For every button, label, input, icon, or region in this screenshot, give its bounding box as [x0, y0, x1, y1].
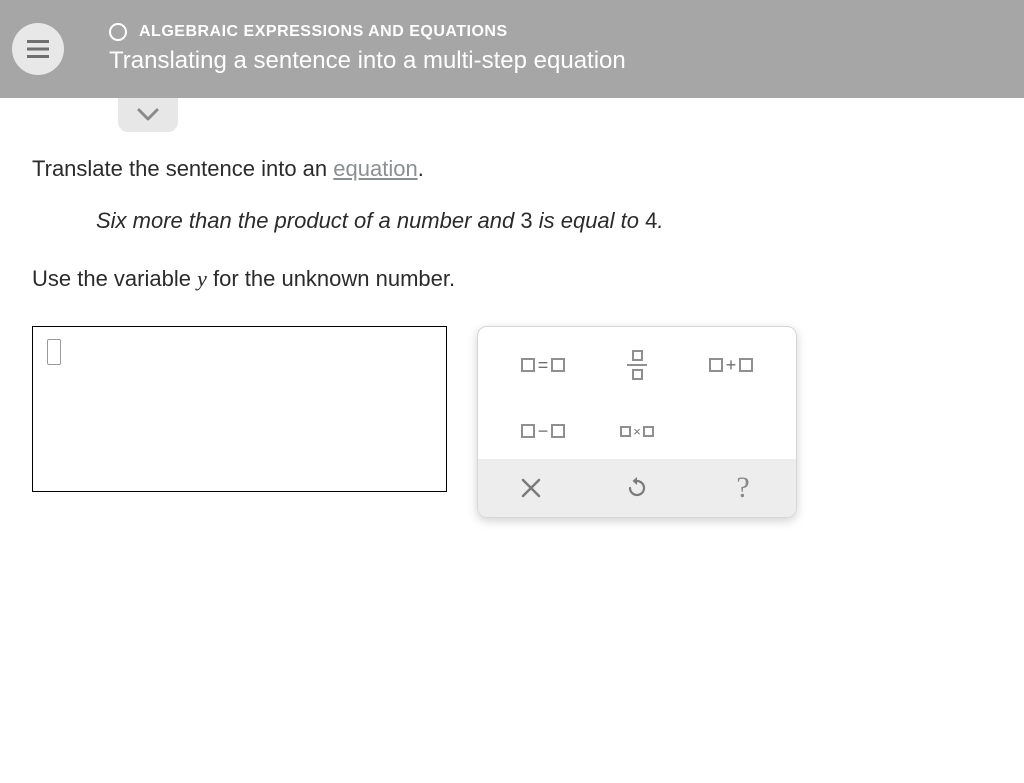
menu-button[interactable] [12, 23, 64, 75]
sentence-p1: Six more than the product of a number an… [96, 208, 520, 233]
sentence-p3: . [657, 208, 663, 233]
variable-line: Use the variable y for the unknown numbe… [32, 266, 992, 292]
category-label: ALGEBRAIC EXPRESSIONS AND EQUATIONS [139, 23, 508, 41]
undo-icon [625, 476, 649, 500]
sentence-p2: is equal to [533, 208, 646, 233]
palette-times-button[interactable]: × [597, 411, 677, 451]
chevron-down-icon [137, 108, 159, 122]
equals-op: = [538, 355, 549, 376]
palette-plus-button[interactable]: + [691, 345, 771, 385]
palette-help-button[interactable]: ? [703, 468, 783, 508]
close-icon [519, 476, 543, 500]
hamburger-icon [27, 40, 49, 58]
instruction-prefix: Translate the sentence into an [32, 156, 333, 181]
palette-undo-button[interactable] [597, 468, 677, 508]
instruction-suffix: . [418, 156, 424, 181]
answer-input[interactable] [32, 326, 447, 492]
equation-link[interactable]: equation [333, 156, 417, 181]
instruction-line: Translate the sentence into an equation. [32, 156, 992, 182]
palette-fraction-button[interactable] [597, 345, 677, 385]
sentence-line: Six more than the product of a number an… [32, 208, 992, 234]
input-cursor-icon [47, 339, 61, 365]
times-op: × [633, 424, 641, 439]
plus-op: + [726, 355, 737, 376]
sentence-num2: 4 [645, 208, 657, 233]
palette-empty-slot [691, 411, 771, 451]
palette-equals-button[interactable]: = [503, 345, 583, 385]
operator-palette: = + − × [477, 326, 797, 518]
variable-suffix: for the unknown number. [207, 266, 455, 291]
palette-minus-button[interactable]: − [503, 411, 583, 451]
expand-tab[interactable] [118, 98, 178, 132]
page-title: Translating a sentence into a multi-step… [109, 47, 626, 75]
sentence-num1: 3 [520, 208, 532, 233]
variable-name: y [197, 266, 207, 291]
problem-content: Translate the sentence into an equation.… [0, 98, 1024, 518]
help-icon: ? [736, 471, 749, 505]
fraction-icon [627, 350, 647, 380]
variable-prefix: Use the variable [32, 266, 197, 291]
header-bar: ALGEBRAIC EXPRESSIONS AND EQUATIONS Tran… [0, 0, 1024, 98]
progress-circle-icon [109, 23, 127, 41]
minus-op: − [538, 421, 549, 442]
palette-clear-button[interactable] [491, 468, 571, 508]
